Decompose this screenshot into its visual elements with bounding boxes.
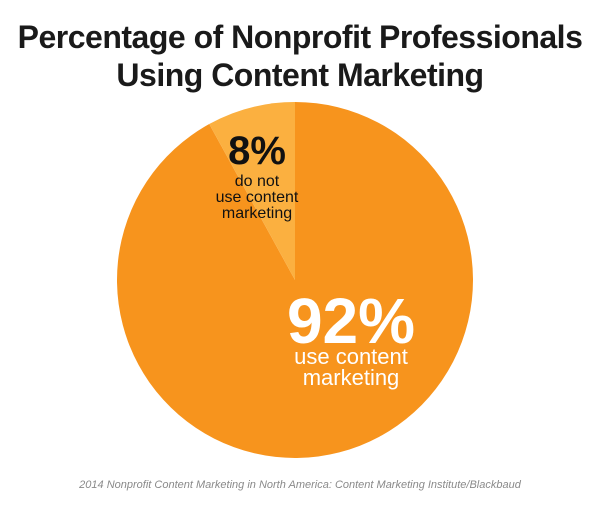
slice-label-minor: 8% do not use content marketing: [216, 129, 299, 222]
slice-label-major-line-2: marketing: [303, 365, 400, 390]
slice-label-major-line-1: use content: [294, 344, 408, 369]
slice-percent-major: 92%: [287, 285, 415, 357]
slice-label-minor-line-2: use content: [216, 189, 299, 206]
slice-label-minor-line-3: marketing: [222, 205, 292, 222]
chart-title-line-2: Using Content Marketing: [116, 57, 484, 93]
chart-title-line-1: Percentage of Nonprofit Professionals: [17, 19, 583, 55]
slice-percent-minor: 8%: [228, 129, 286, 173]
slice-label-minor-line-1: do not: [235, 173, 280, 190]
chart-title: Percentage of Nonprofit Professionals Us…: [0, 18, 600, 94]
pie-slice-minor: [209, 102, 295, 280]
slice-label-major: 92% use content marketing: [287, 285, 415, 390]
pie-slices: [116, 102, 474, 459]
source-note: 2014 Nonprofit Content Marketing in Nort…: [79, 479, 521, 491]
